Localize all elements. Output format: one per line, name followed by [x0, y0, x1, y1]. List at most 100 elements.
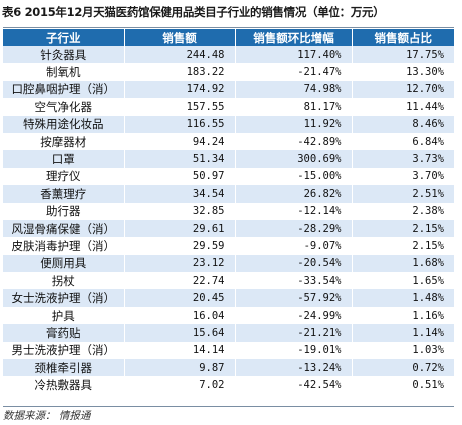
cell-mom-growth: -42.54%: [235, 376, 353, 394]
cell-share: 2.38%: [412, 205, 444, 218]
cell-subindustry: 空气净化器: [3, 98, 125, 116]
cell-mom-growth: 74.98%: [235, 80, 353, 99]
cell-sales: 20.45: [124, 289, 236, 307]
cell-subindustry: 特殊用途化妆品: [3, 115, 125, 133]
cell-sales: 29.59: [124, 237, 236, 255]
table-row: 香薰理疗 34.54 26.82% 2.51%: [3, 185, 454, 203]
table-row: 风湿骨痛保健（消） 29.61 -28.29% 2.15%: [3, 219, 454, 238]
table-row: 便厕用具 23.12 -20.54% 1.68%: [3, 254, 454, 273]
cell-mom-growth: -21.47%: [235, 63, 353, 81]
table-row: 理疗仪 50.97 -15.00% 3.70%: [3, 167, 454, 186]
cell-share: 6.84%: [412, 135, 444, 148]
cell-mom-growth: 117.40%: [235, 46, 353, 64]
cell-subindustry: 颈椎牵引器: [3, 359, 125, 377]
cell-mom-growth: -21.21%: [235, 324, 353, 342]
cell-sales: 14.14: [124, 341, 236, 360]
table-row: 女士洗液护理（消） 20.45 -57.92% 1.48%: [3, 289, 454, 307]
cell-subindustry: 制氧机: [3, 63, 125, 81]
table-row: 拐杖 22.74 -33.54% 1.65%: [3, 272, 454, 290]
cell-sales: 50.97: [124, 167, 236, 186]
cell-subindustry: 理疗仪: [3, 167, 125, 186]
table-row: 冷热敷器具 7.02 -42.54% 0.51%: [3, 376, 454, 394]
cell-share: 1.14%: [412, 326, 444, 339]
table-row: 空气净化器 157.55 81.17% 11.44%: [3, 98, 454, 116]
cell-subindustry: 护具: [3, 306, 125, 325]
cell-sales: 174.92: [124, 80, 236, 99]
cell-share: 12.70%: [406, 83, 444, 96]
cell-mom-growth: -13.24%: [235, 359, 353, 377]
cell-mom-growth: -24.99%: [235, 306, 353, 325]
cell-mom-growth: 300.69%: [235, 150, 353, 168]
cell-subindustry: 便厕用具: [3, 254, 125, 273]
header-subindustry: 子行业: [3, 29, 125, 46]
cell-share: 17.75%: [406, 48, 444, 61]
table-row: 皮肤消毒护理（消） 29.59 -9.07% 2.15%: [3, 237, 454, 255]
cell-sales: 183.22: [124, 63, 236, 81]
cell-sales: 51.34: [124, 150, 236, 168]
cell-share: 13.30%: [406, 66, 444, 79]
table-row: 制氧机 183.22 -21.47% 13.30%: [3, 63, 454, 81]
header-sales: 销售额: [124, 29, 236, 46]
cell-share: 11.44%: [406, 100, 444, 113]
cell-mom-growth: -33.54%: [235, 272, 353, 290]
top-rule: [3, 27, 454, 28]
cell-sales: 34.54: [124, 185, 236, 203]
cell-sales: 244.48: [124, 46, 236, 64]
cell-subindustry: 男士洗液护理（消）: [3, 341, 125, 360]
cell-share: 3.73%: [412, 153, 444, 166]
cell-share: 1.03%: [412, 344, 444, 357]
cell-sales: 16.04: [124, 306, 236, 325]
cell-mom-growth: 81.17%: [235, 98, 353, 116]
cell-share: 1.48%: [412, 292, 444, 305]
cell-mom-growth: -9.07%: [235, 237, 353, 255]
cell-sales: 32.85: [124, 202, 236, 220]
data-source-note: 数据来源： 情报通: [3, 410, 91, 422]
cell-subindustry: 香薰理疗: [3, 185, 125, 203]
table-row: 颈椎牵引器 9.87 -13.24% 0.72%: [3, 359, 454, 377]
cell-sales: 94.24: [124, 132, 236, 151]
cell-mom-growth: -28.29%: [235, 219, 353, 238]
cell-sales: 157.55: [124, 98, 236, 116]
cell-share: 3.70%: [412, 170, 444, 183]
cell-share: 1.68%: [412, 257, 444, 270]
cell-mom-growth: -15.00%: [235, 167, 353, 186]
cell-sales: 9.87: [124, 359, 236, 377]
cell-share: 2.15%: [412, 239, 444, 252]
cell-subindustry: 拐杖: [3, 272, 125, 290]
table-header-row: 子行业 销售额 销售额环比增幅 销售额占比: [3, 29, 454, 46]
cell-subindustry: 针灸器具: [3, 46, 125, 64]
cell-sales: 23.12: [124, 254, 236, 273]
cell-subindustry: 女士洗液护理（消）: [3, 289, 125, 307]
cell-share: 2.15%: [412, 222, 444, 235]
header-share: 销售额占比: [374, 30, 433, 45]
cell-share: 2.51%: [412, 187, 444, 200]
cell-mom-growth: -19.01%: [235, 341, 353, 360]
cell-share: 1.16%: [412, 309, 444, 322]
cell-subindustry: 风湿骨痛保健（消）: [3, 219, 125, 238]
cell-share: 8.46%: [412, 118, 444, 131]
table-row: 男士洗液护理（消） 14.14 -19.01% 1.03%: [3, 341, 454, 360]
table-row: 口腔鼻咽护理（消） 174.92 74.98% 12.70%: [3, 80, 454, 99]
table-row: 按摩器材 94.24 -42.89% 6.84%: [3, 132, 454, 151]
cell-share: 1.65%: [412, 274, 444, 287]
table-row: 特殊用途化妆品 116.55 11.92% 8.46%: [3, 115, 454, 133]
table-row: 膏药贴 15.64 -21.21% 1.14%: [3, 324, 454, 342]
cell-sales: 15.64: [124, 324, 236, 342]
cell-sales: 29.61: [124, 219, 236, 238]
table-body: 针灸器具 244.48 117.40% 17.75% 制氧机 183.22 -21.47% 1…: [3, 46, 454, 394]
cell-subindustry: 皮肤消毒护理（消）: [3, 237, 125, 255]
cell-subindustry: 按摩器材: [3, 132, 125, 151]
cell-mom-growth: -42.89%: [235, 132, 353, 151]
cell-subindustry: 膏药贴: [3, 324, 125, 342]
cell-subindustry: 助行器: [3, 202, 125, 220]
cell-mom-growth: 26.82%: [235, 185, 353, 203]
cell-mom-growth: -20.54%: [235, 254, 353, 273]
sales-table: 子行业 销售额 销售额环比增幅 销售额占比 针灸器具 244.48 117.40% 1…: [3, 29, 454, 394]
table-row: 针灸器具 244.48 117.40% 17.75%: [3, 46, 454, 64]
table-title: 表6 2015年12月天猫医药馆保健用品类目子行业的销售情况（单位：万元）: [2, 5, 385, 19]
cell-mom-growth: -12.14%: [235, 202, 353, 220]
cell-subindustry: 冷热敷器具: [3, 376, 125, 394]
cell-subindustry: 口腔鼻咽护理（消）: [3, 80, 125, 99]
cell-share: 0.51%: [412, 379, 444, 392]
